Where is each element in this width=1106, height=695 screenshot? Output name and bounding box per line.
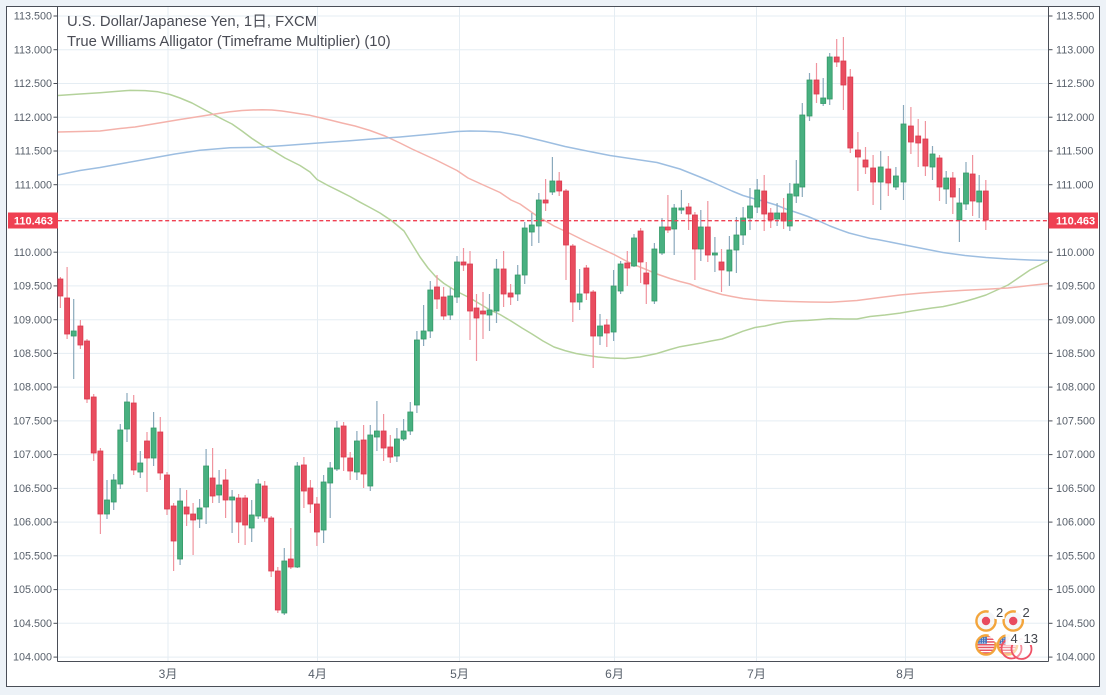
svg-text:113.500: 113.500	[1056, 11, 1094, 23]
svg-text:111.000: 111.000	[15, 179, 52, 191]
svg-text:105.000: 105.000	[13, 584, 52, 596]
svg-text:105.500: 105.500	[13, 550, 52, 562]
svg-text:111.000: 111.000	[1056, 179, 1093, 191]
svg-text:104.500: 104.500	[13, 618, 52, 630]
svg-text:105.500: 105.500	[1056, 550, 1095, 562]
svg-text:109.500: 109.500	[1056, 281, 1095, 293]
svg-text:106.500: 106.500	[1056, 483, 1095, 495]
svg-text:113.000: 113.000	[14, 44, 52, 56]
svg-text:U.S. Dollar/Japanese Yen, 1日,: U.S. Dollar/Japanese Yen, 1日, FXCM	[67, 14, 317, 30]
svg-text:104.000: 104.000	[1056, 652, 1095, 664]
svg-text:108.000: 108.000	[13, 382, 52, 394]
svg-text:106.500: 106.500	[13, 483, 52, 495]
svg-text:True Williams Alligator (Timef: True Williams Alligator (Timeframe Multi…	[67, 34, 391, 50]
svg-text:107.000: 107.000	[1056, 449, 1095, 461]
svg-text:107.500: 107.500	[1056, 416, 1095, 428]
svg-text:8月: 8月	[896, 667, 915, 681]
svg-text:6月: 6月	[605, 667, 624, 681]
svg-text:110.000: 110.000	[14, 247, 52, 259]
svg-text:4月: 4月	[308, 667, 327, 681]
svg-text:112.000: 112.000	[14, 112, 52, 124]
svg-text:110.463: 110.463	[14, 216, 53, 228]
svg-text:113.500: 113.500	[14, 11, 52, 23]
svg-text:4: 4	[1011, 631, 1018, 646]
svg-text:112.500: 112.500	[1056, 78, 1094, 90]
svg-text:109.500: 109.500	[13, 281, 52, 293]
svg-text:7月: 7月	[747, 667, 766, 681]
svg-text:3月: 3月	[159, 667, 178, 681]
svg-text:107.000: 107.000	[13, 449, 52, 461]
svg-text:105.000: 105.000	[1056, 584, 1095, 596]
svg-text:2: 2	[1023, 605, 1030, 620]
svg-text:109.000: 109.000	[1056, 314, 1095, 326]
svg-text:106.000: 106.000	[13, 517, 52, 529]
svg-text:13: 13	[1024, 631, 1038, 646]
svg-text:110.463: 110.463	[1056, 216, 1095, 228]
svg-text:113.000: 113.000	[1056, 44, 1094, 56]
svg-text:110.000: 110.000	[1056, 247, 1094, 259]
svg-text:2: 2	[996, 605, 1003, 620]
svg-text:107.500: 107.500	[13, 416, 52, 428]
svg-text:112.000: 112.000	[1056, 112, 1094, 124]
svg-text:104.500: 104.500	[1056, 618, 1095, 630]
svg-text:104.000: 104.000	[13, 652, 52, 664]
svg-text:108.000: 108.000	[1056, 382, 1095, 394]
svg-text:109.000: 109.000	[13, 314, 52, 326]
svg-text:108.500: 108.500	[13, 348, 52, 360]
svg-text:111.500: 111.500	[1056, 146, 1093, 158]
svg-text:111.500: 111.500	[15, 146, 52, 158]
svg-text:106.000: 106.000	[1056, 517, 1095, 529]
svg-text:108.500: 108.500	[1056, 348, 1095, 360]
svg-text:112.500: 112.500	[14, 78, 52, 90]
svg-text:5月: 5月	[450, 667, 469, 681]
